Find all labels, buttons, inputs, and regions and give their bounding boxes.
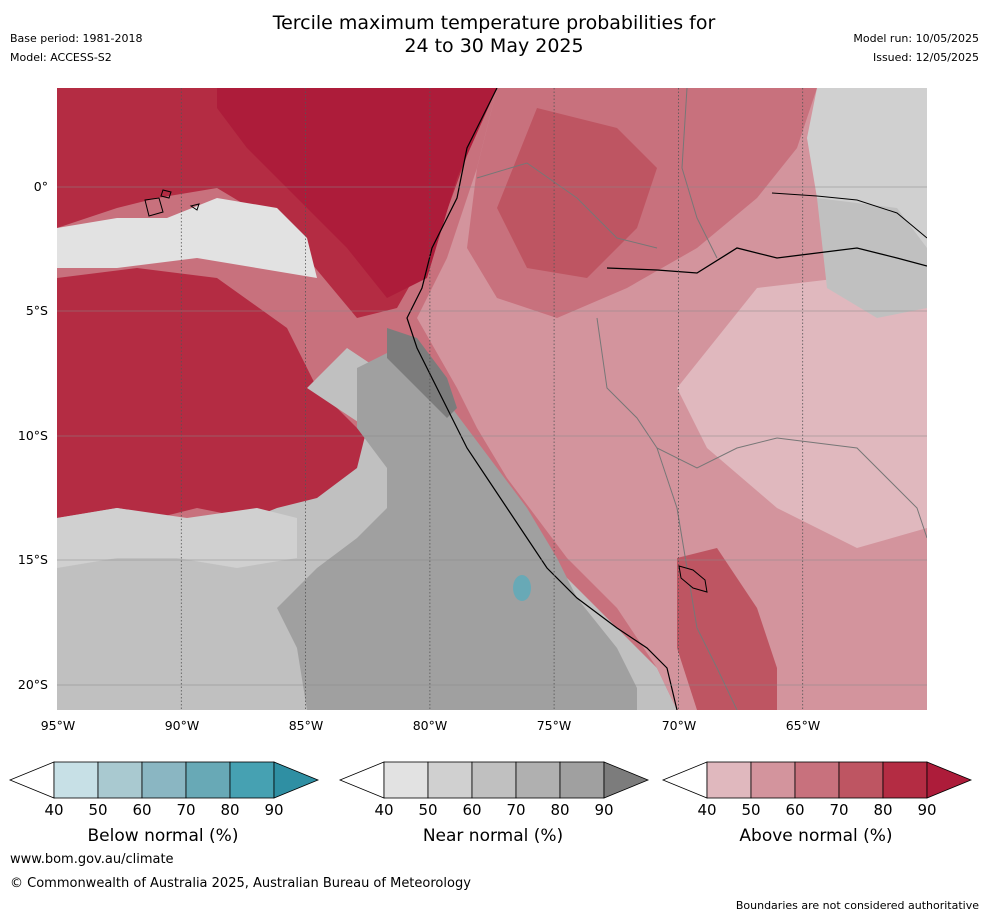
colorbar-tick-label: 60 <box>785 801 805 819</box>
page-title: Tercile maximum temperature probabilitie… <box>0 12 988 58</box>
base-period-text: Base period: 1981-2018 <box>10 32 143 45</box>
title-line-2: 24 to 30 May 2025 <box>404 35 584 57</box>
colorbar-tick-label: 90 <box>917 801 937 819</box>
colorbars <box>8 761 973 799</box>
lon-label-95w: 95°W <box>40 718 76 733</box>
lat-label-5s: 5°S <box>25 303 48 318</box>
lat-label-0: 0° <box>33 179 48 194</box>
colorbar-tick-label: 70 <box>829 801 849 819</box>
website-link[interactable]: www.bom.gov.au/climate <box>10 852 174 867</box>
colorbar-swatch <box>838 761 884 799</box>
colorbar-swatch <box>141 761 187 799</box>
colorbar-swatch <box>706 761 752 799</box>
country-border-1 <box>476 162 658 249</box>
lon-label-70w: 70°W <box>661 718 697 733</box>
lat-label-20s: 20°S <box>17 677 48 692</box>
colorbar-swatch <box>882 761 928 799</box>
country-border-4 <box>681 88 718 259</box>
near-normal-title: Near normal (%) <box>422 826 564 846</box>
boundary-note: Boundaries are not considered authoritat… <box>735 899 979 912</box>
colorbar-arrow-right <box>603 761 650 799</box>
amazon-river <box>606 247 927 274</box>
colorbar-swatch <box>794 761 840 799</box>
colorbar-swatch <box>185 761 231 799</box>
near-normal-northwest <box>57 198 317 278</box>
colorbar-tick-label: 40 <box>697 801 717 819</box>
copyright-text: © Commonwealth of Australia 2025, Austra… <box>10 876 471 891</box>
issued-text: Issued: 12/05/2025 <box>872 51 979 64</box>
coastline <box>406 88 678 710</box>
lon-label-80w: 80°W <box>412 718 448 733</box>
colorbar-swatch <box>53 761 99 799</box>
land-above-normal-central <box>497 108 657 278</box>
colorbar-arrow-left <box>338 761 385 799</box>
colorbar-tick-label: 70 <box>176 801 196 819</box>
latitude-lines <box>57 186 927 686</box>
colorbar-tick-label: 40 <box>374 801 394 819</box>
land-light-east <box>677 268 927 548</box>
colorbar-near-normal <box>338 761 650 799</box>
warm-ocean-northwest-core <box>217 88 497 298</box>
title-line-1: Tercile maximum temperature probabilitie… <box>272 12 716 34</box>
colorbar-tick-label: 80 <box>873 801 893 819</box>
colorbar-arrow-right <box>926 761 973 799</box>
lake-titicaca <box>678 565 708 593</box>
below-normal-title: Below normal (%) <box>87 826 239 846</box>
colorbar-tick-label: 90 <box>264 801 284 819</box>
lon-label-65w: 65°W <box>785 718 821 733</box>
colorbar-tick-label: 80 <box>220 801 240 819</box>
colorbar-tick-label: 70 <box>506 801 526 819</box>
lon-label-90w: 90°W <box>164 718 200 733</box>
colorbar-swatch <box>515 761 561 799</box>
galapagos-island-2 <box>160 189 172 199</box>
galapagos-island-3 <box>189 203 200 211</box>
colorbar-tick-label: 50 <box>418 801 438 819</box>
colorbar-swatch <box>97 761 143 799</box>
near-normal-dark <box>387 328 457 418</box>
near-normal-southwest <box>57 508 297 568</box>
colorbar-tick-label: 60 <box>132 801 152 819</box>
lat-label-10s: 10°S <box>17 428 48 443</box>
colorbar-tick-label: 50 <box>88 801 108 819</box>
colorbar-tick-label: 90 <box>594 801 614 819</box>
lat-label-15s: 15°S <box>17 552 48 567</box>
model-text: Model: ACCESS-S2 <box>10 51 112 64</box>
lon-label-85w: 85°W <box>288 718 324 733</box>
colorbar-swatch <box>750 761 796 799</box>
colorbar-above-normal <box>661 761 973 799</box>
colorbar-swatch <box>471 761 517 799</box>
warm-ocean-southwest <box>57 268 397 538</box>
colorbar-arrow-left <box>661 761 708 799</box>
colorbar-swatch <box>229 761 275 799</box>
colorbar-swatch <box>383 761 429 799</box>
below-normal-spot <box>513 575 531 601</box>
model-run-text: Model run: 10/05/2025 <box>853 32 979 45</box>
colorbar-swatch <box>427 761 473 799</box>
galapagos-island-1 <box>144 197 164 217</box>
above-normal-title: Above normal (%) <box>739 826 893 846</box>
colorbar-tick-label: 50 <box>741 801 761 819</box>
colorbar-below-normal <box>8 761 320 799</box>
country-border-3 <box>656 447 738 710</box>
lon-label-75w: 75°W <box>536 718 572 733</box>
colorbar-tick-label: 40 <box>44 801 64 819</box>
colorbar-arrow-left <box>8 761 55 799</box>
colorbar-arrow-right <box>273 761 320 799</box>
colorbar-tick-label: 60 <box>462 801 482 819</box>
country-border-5 <box>776 437 927 539</box>
probability-map <box>57 88 927 710</box>
near-normal-inner <box>277 348 637 710</box>
land-near-normal-amazon <box>817 198 927 318</box>
gridlines <box>180 88 804 710</box>
river-north <box>771 192 927 239</box>
colorbar-ticks: 40 50 60 70 80 90 40 50 60 70 80 90 40 50 60 70 80 90 <box>0 801 988 823</box>
colorbar-tick-label: 80 <box>550 801 570 819</box>
colorbar-swatch <box>559 761 605 799</box>
